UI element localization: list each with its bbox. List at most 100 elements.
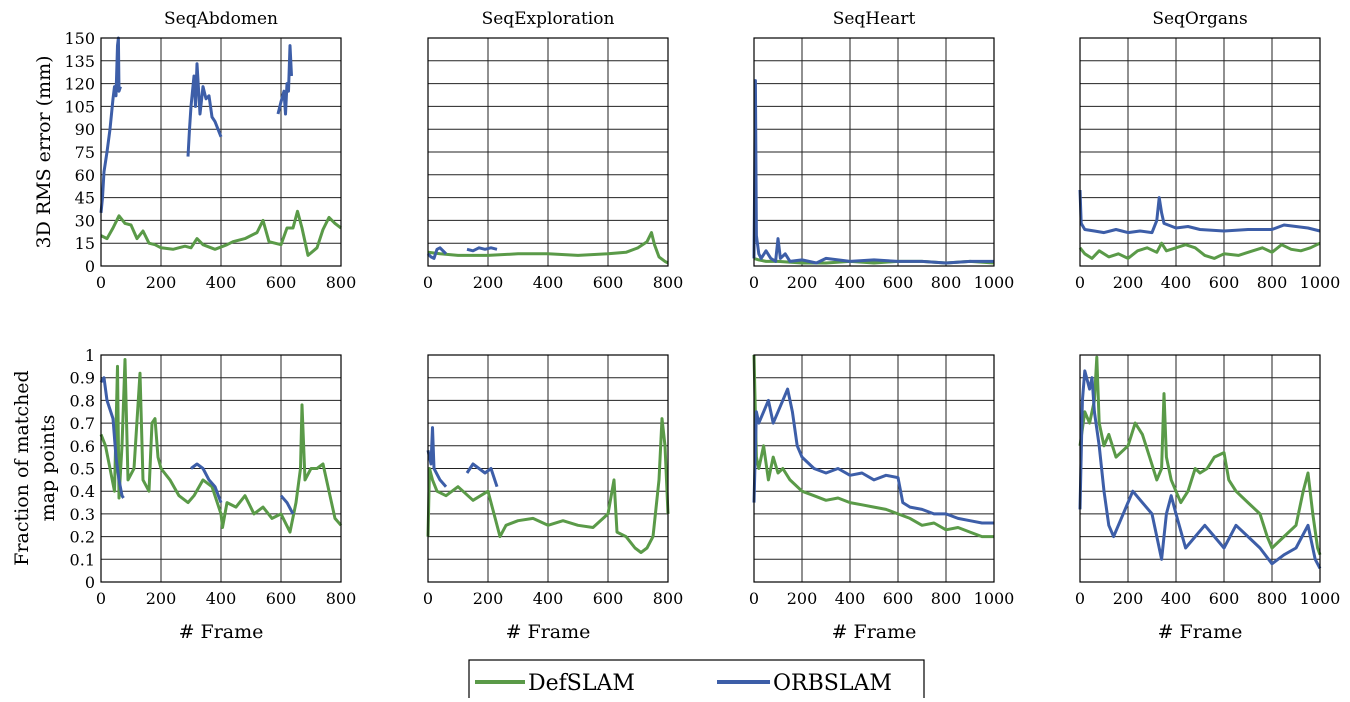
x-tick-label: 200	[787, 589, 818, 608]
x-tick-label: 200	[1113, 273, 1144, 292]
x-tick-label: 0	[96, 273, 106, 292]
x-tick-label: 1000	[974, 589, 1015, 608]
y-tick-label: 0	[85, 573, 95, 592]
series-orbslam-line	[279, 494, 295, 515]
series-defslam-line	[100, 209, 342, 257]
x-tick-label: 800	[653, 589, 684, 608]
axes-frame	[1079, 354, 1321, 583]
series-defslam-line	[427, 231, 669, 265]
series-orbslam-line	[1078, 189, 1321, 235]
x-tick-label: 200	[1113, 589, 1144, 608]
y-tick-label: 60	[75, 166, 95, 185]
x-tick-label: 400	[1161, 589, 1192, 608]
series-defslam-line	[1078, 241, 1321, 260]
x-tick-label: 200	[787, 273, 818, 292]
x-tick-label: 200	[146, 273, 177, 292]
series-defslam-line	[99, 358, 343, 534]
series-orbslam-line	[426, 426, 448, 488]
panel-title: SeqHeart	[833, 9, 916, 29]
x-tick-label: 600	[883, 589, 914, 608]
y-tick-label: 0.1	[70, 550, 95, 569]
y-tick-label: 150	[64, 29, 95, 48]
x-tick-label: 1000	[1300, 589, 1341, 608]
y-tick-label: 30	[75, 211, 95, 230]
y-tick-label: 45	[75, 189, 95, 208]
legend: DefSLAM ORBSLAM	[468, 659, 925, 701]
y-axis-label-rms: 3D RMS error (mm)	[33, 55, 55, 248]
panel-fraction-0: 0 200 400 600 800 0 0.1 0.2 0.3 0.4 0.5 0.6 0.7 0.8 0.…	[70, 346, 357, 643]
x-tick-label: 400	[533, 273, 564, 292]
series-orbslam-line	[752, 79, 994, 265]
panel-fraction-1: 0 200 400 600 800 # Frame	[423, 354, 684, 643]
x-tick-label: 400	[835, 273, 866, 292]
x-tick-label: 0	[1075, 273, 1085, 292]
x-axis-label: # Frame	[179, 621, 264, 643]
series-orbslam-line	[276, 44, 293, 116]
panel-rms-3: SeqOrgans 0 200 400 600 800 1000	[1075, 9, 1340, 292]
y-tick-label: 0	[85, 257, 95, 276]
x-tick-label: 0	[423, 589, 433, 608]
x-tick-label: 0	[1075, 589, 1085, 608]
y-tick-label: 0.7	[70, 414, 95, 433]
x-tick-label: 200	[473, 273, 504, 292]
x-axis-label: # Frame	[832, 621, 917, 643]
x-tick-label: 400	[533, 589, 564, 608]
panel-rms-1: SeqExploration 0 200 400 600 800	[423, 9, 683, 292]
y-tick-label: 75	[75, 143, 95, 162]
x-tick-label: 600	[593, 589, 624, 608]
series-defslam-line	[752, 354, 994, 539]
y-tick-label: 1	[85, 346, 95, 365]
x-tick-label: 600	[266, 589, 297, 608]
axes-frame	[753, 354, 995, 583]
x-tick-label: 0	[749, 589, 759, 608]
y-tick-label: 0.2	[70, 528, 95, 547]
y-tick-label: 0.9	[70, 369, 95, 388]
axes-frame	[427, 354, 669, 583]
panel-rms-0: SeqAbdomen 0 200 400 600 800 0 15 30 45 60 75 90 105 1…	[64, 9, 356, 292]
y-axis-label-fraction: Fraction of matched map points	[11, 370, 59, 565]
y-tick-label: 0.4	[70, 482, 95, 501]
series-orbslam-line	[466, 246, 498, 253]
y-tick-label: 120	[64, 75, 95, 94]
x-tick-label: 400	[1161, 273, 1192, 292]
x-tick-label: 1000	[974, 273, 1015, 292]
x-tick-label: 1000	[1300, 273, 1341, 292]
x-tick-label: 600	[883, 273, 914, 292]
panel-rms-2: SeqHeart 0 200 400 600 800 1000	[749, 9, 1014, 292]
x-tick-label: 800	[653, 273, 684, 292]
x-tick-label: 800	[326, 589, 357, 608]
x-tick-label: 200	[473, 589, 504, 608]
legend-box	[468, 659, 925, 701]
y-tick-label: 90	[75, 120, 95, 139]
legend-label-defslam: DefSLAM	[528, 671, 635, 696]
x-tick-label: 800	[1257, 273, 1288, 292]
series-orbslam-line	[1078, 369, 1322, 570]
x-tick-label: 400	[835, 589, 866, 608]
y-tick-label: 105	[64, 97, 95, 116]
panel-title: SeqAbdomen	[164, 9, 278, 29]
x-tick-label: 600	[593, 273, 624, 292]
x-tick-label: 800	[931, 273, 962, 292]
series-orbslam-line	[99, 376, 125, 499]
series-orbslam-line	[465, 462, 499, 488]
x-tick-label: 200	[146, 589, 177, 608]
y-axis-label-line: map points	[37, 415, 59, 522]
x-tick-label: 400	[206, 273, 237, 292]
x-tick-label: 600	[1209, 589, 1240, 608]
x-tick-label: 400	[206, 589, 237, 608]
x-tick-label: 800	[1257, 589, 1288, 608]
y-axis-label-line: Fraction of matched	[11, 370, 33, 565]
axes-frame	[100, 354, 342, 583]
axes-frame	[427, 37, 669, 267]
series-orbslam-line	[99, 36, 122, 213]
y-tick-label: 0.6	[70, 437, 95, 456]
x-tick-label: 600	[1209, 273, 1240, 292]
series-defslam-line	[1078, 355, 1322, 556]
legend-label-orbslam: ORBSLAM	[773, 671, 892, 696]
x-axis-label: # Frame	[1158, 621, 1243, 643]
x-tick-label: 0	[96, 589, 106, 608]
x-tick-label: 0	[749, 273, 759, 292]
series-defslam-line	[426, 417, 670, 554]
